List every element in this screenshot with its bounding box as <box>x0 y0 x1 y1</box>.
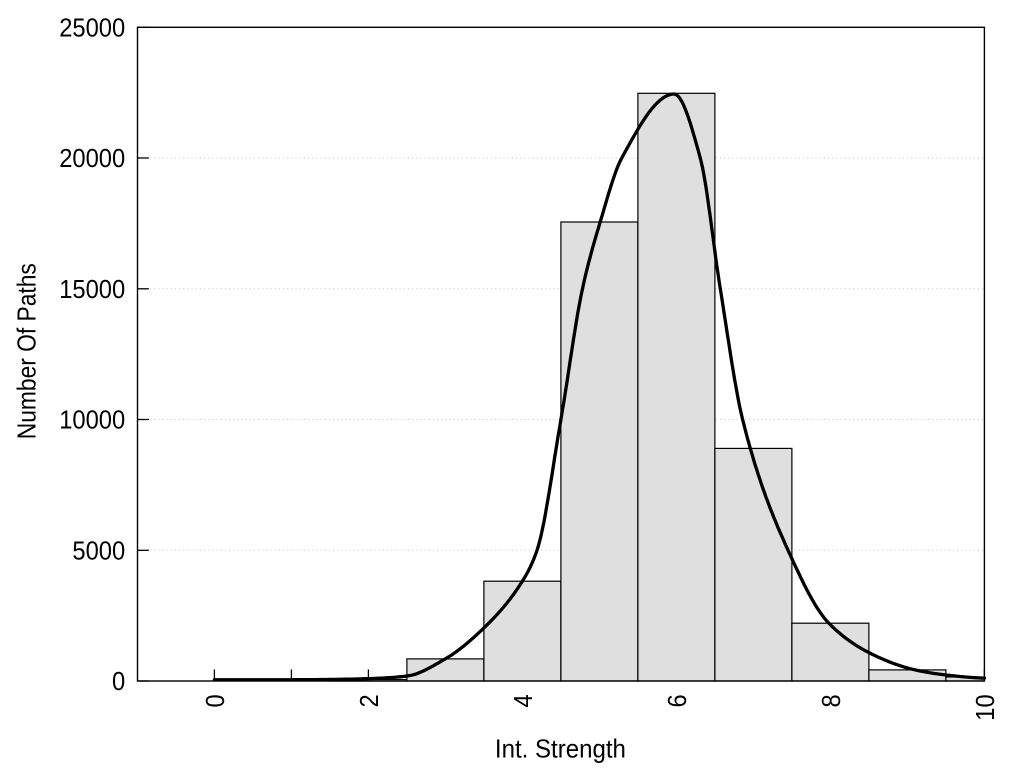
svg-text:15000: 15000 <box>59 274 125 304</box>
svg-text:6: 6 <box>662 694 692 707</box>
svg-text:0: 0 <box>200 694 230 707</box>
svg-text:4: 4 <box>508 694 538 707</box>
svg-text:5000: 5000 <box>72 535 125 565</box>
svg-text:Int. Strength: Int. Strength <box>495 734 626 764</box>
svg-text:0: 0 <box>112 666 125 696</box>
svg-text:Number Of Paths: Number Of Paths <box>11 263 41 439</box>
svg-text:8: 8 <box>816 694 846 707</box>
svg-text:10000: 10000 <box>59 405 125 435</box>
svg-text:25000: 25000 <box>59 12 125 42</box>
svg-text:10: 10 <box>970 694 1000 720</box>
svg-text:20000: 20000 <box>59 143 125 173</box>
svg-text:2: 2 <box>354 694 384 707</box>
